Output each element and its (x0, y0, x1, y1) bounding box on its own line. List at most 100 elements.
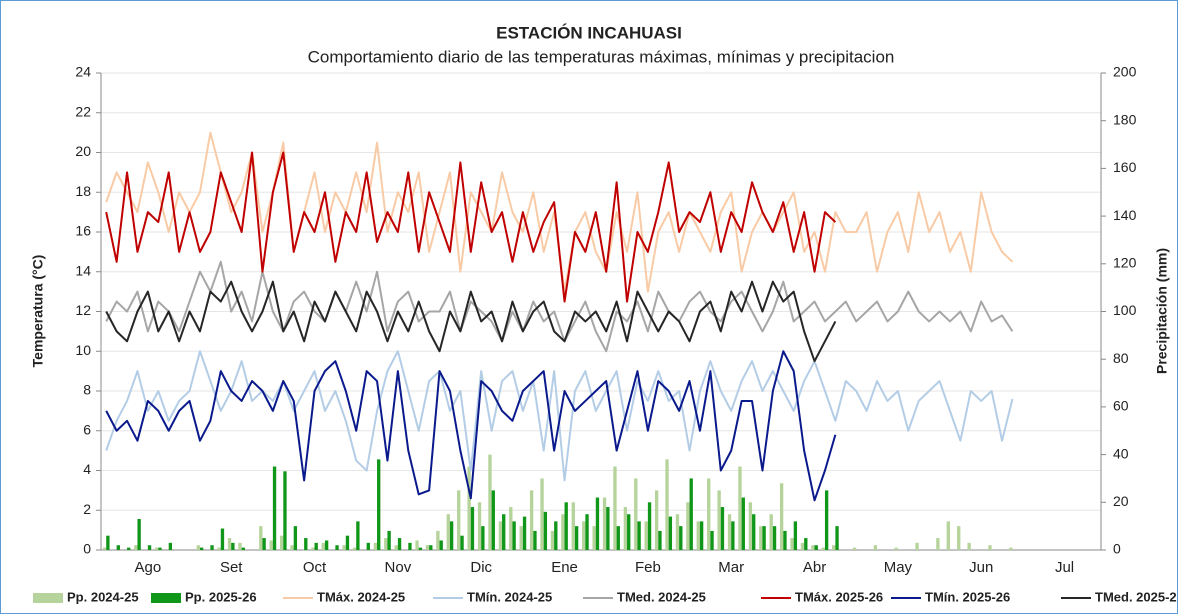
bar (293, 526, 298, 550)
bar (946, 521, 950, 550)
bar (988, 545, 992, 550)
y2-tick-label: 140 (1113, 207, 1137, 223)
bar (779, 483, 784, 550)
y-tick-label: 24 (75, 64, 91, 80)
bar (477, 502, 482, 550)
bar (571, 502, 575, 550)
bar (543, 511, 548, 550)
bar (720, 507, 725, 550)
bar (241, 547, 245, 550)
x-tick-label: Ago (135, 559, 162, 576)
y2-tick-label: 60 (1113, 398, 1129, 414)
bar (554, 521, 558, 550)
bar (137, 518, 141, 550)
x-tick-label: Dic (470, 559, 492, 576)
bar (811, 545, 815, 550)
legend-label: TMín. 2024-25 (467, 589, 552, 604)
bar (627, 514, 631, 550)
bar (835, 526, 839, 550)
y-tick-label: 6 (83, 421, 91, 437)
bar (168, 542, 173, 550)
y2-tick-label: 0 (1113, 541, 1121, 557)
bar (373, 542, 378, 550)
bar (585, 514, 589, 550)
bar (449, 521, 454, 550)
bar (481, 526, 485, 550)
bar (658, 530, 662, 550)
bar (832, 545, 836, 550)
bar (290, 545, 294, 550)
legend-label: TMáx. 2024-25 (317, 589, 405, 604)
bar (696, 521, 700, 550)
bar (936, 538, 940, 550)
x-tick-label: Jun (969, 559, 993, 576)
bar (957, 526, 961, 550)
bar (561, 514, 565, 550)
line (105, 151, 837, 303)
bar (460, 535, 464, 550)
bar (429, 545, 433, 550)
bar (415, 540, 419, 550)
bar (519, 526, 523, 550)
y2-tick-label: 40 (1113, 445, 1129, 461)
legend-label: Pp. 2025-26 (185, 589, 257, 604)
line (105, 260, 1014, 353)
bar (800, 542, 805, 550)
bar (852, 547, 857, 550)
bar (790, 538, 794, 550)
bar (967, 542, 971, 550)
legend-label: TMed. 2025-26 (1095, 589, 1177, 604)
bar (814, 545, 818, 550)
bar (102, 547, 107, 550)
bar (759, 526, 763, 550)
bar (741, 497, 745, 550)
x-tick-label: Ene (551, 559, 578, 576)
bar (470, 507, 475, 550)
y-tick-label: 22 (75, 103, 91, 119)
bar (314, 542, 318, 550)
bar (727, 514, 732, 550)
bar (675, 514, 680, 550)
x-tick-label: Oct (303, 559, 327, 576)
y2-tick-label: 80 (1113, 350, 1129, 366)
x-tick-label: Abr (803, 559, 826, 576)
y2-axis-title: Precipitación (mm) (1154, 248, 1170, 374)
bar (654, 490, 659, 550)
bar (592, 526, 596, 550)
bar (397, 538, 402, 550)
y-tick-label: 0 (83, 541, 91, 557)
bar (366, 542, 370, 550)
bar (783, 530, 787, 550)
bar (147, 545, 152, 550)
y2-tick-label: 120 (1113, 255, 1137, 271)
bar (512, 521, 516, 550)
x-tick-label: Nov (385, 559, 412, 576)
bar (748, 502, 753, 550)
y-tick-label: 2 (83, 501, 91, 517)
bar (873, 545, 878, 550)
bar (752, 514, 756, 550)
x-tick-label: Feb (635, 559, 661, 576)
bar (623, 507, 628, 550)
bar (262, 538, 266, 550)
legend-label: TMáx. 2025-26 (795, 589, 883, 604)
bar (804, 538, 808, 550)
bar (439, 540, 443, 550)
y-tick-label: 12 (75, 302, 91, 318)
chart-subtitle: Comportamiento diario de las temperatura… (308, 47, 895, 66)
bar (509, 507, 513, 550)
bar (533, 530, 537, 550)
bar (283, 471, 287, 550)
bar (158, 547, 162, 550)
bar (772, 526, 777, 550)
bar (502, 514, 506, 550)
bar (335, 545, 339, 550)
legend-swatch (151, 593, 181, 603)
bar (699, 521, 704, 550)
bar (279, 535, 284, 550)
bar (408, 542, 412, 550)
line (105, 350, 837, 502)
bar (738, 466, 742, 550)
bar (259, 526, 263, 550)
